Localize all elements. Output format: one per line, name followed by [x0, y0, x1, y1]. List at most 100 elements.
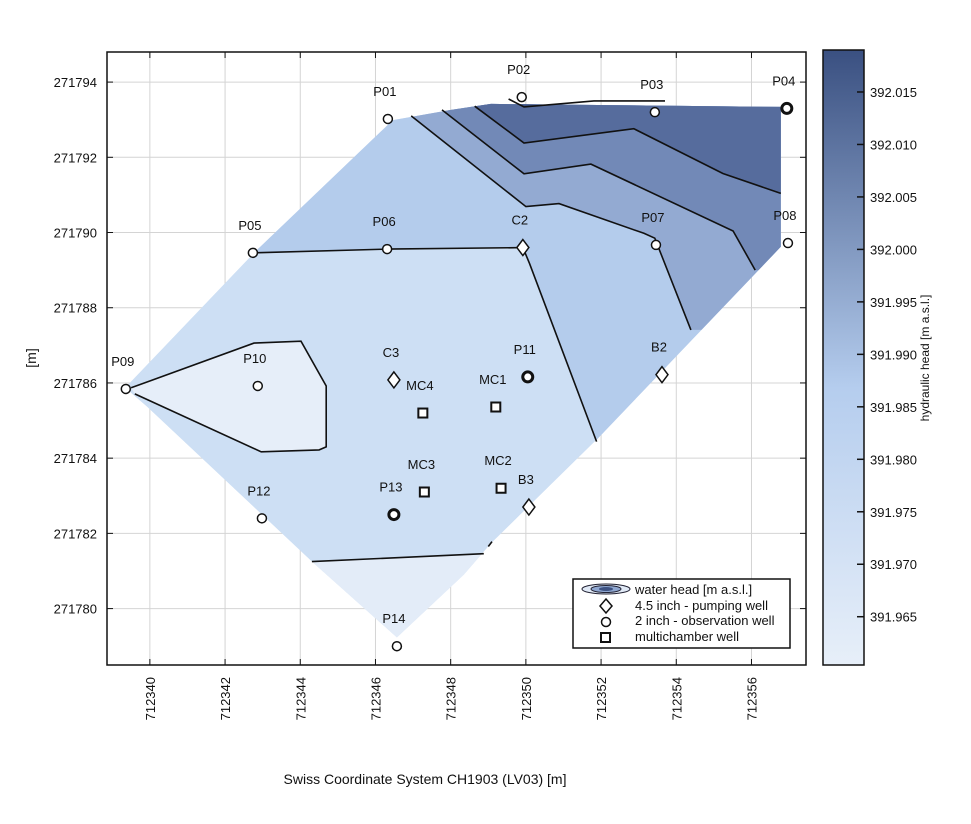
- well-p01: P01: [373, 84, 396, 125]
- colorbar-tick-label: 391.970: [870, 557, 917, 572]
- y-tick-label: 271782: [54, 526, 97, 541]
- well-label: MC4: [406, 378, 433, 393]
- colorbar-tick-label: 391.965: [870, 610, 917, 625]
- well-label: MC3: [408, 457, 435, 472]
- multichamber-well-marker: [418, 486, 430, 498]
- well-label: P06: [373, 214, 396, 229]
- colorbar-tick-label: 391.990: [870, 347, 917, 362]
- well-p14: P14: [382, 611, 405, 652]
- well-p10: P10: [243, 351, 266, 392]
- well-p06: P06: [373, 214, 396, 255]
- colorbar-tick-label: 392.000: [870, 242, 917, 257]
- multichamber-well-marker: [495, 482, 507, 494]
- pumping-well-marker: [655, 365, 669, 384]
- well-c2: C2: [512, 213, 530, 257]
- well-p11: P11: [514, 342, 536, 384]
- observation-well-marker: [649, 106, 661, 118]
- well-label: C3: [383, 345, 400, 360]
- colorbar: 391.965 391.970 391.975 391.980 391.985 391.9…: [822, 49, 932, 666]
- contour-line: [487, 541, 493, 547]
- x-tick-label: 712348: [444, 677, 459, 720]
- contour-line: [130, 340, 328, 453]
- x-tick-label: 712346: [368, 677, 383, 720]
- x-tick-label: 712350: [519, 677, 534, 720]
- wells: P01 P02 P03 P04 P05 P06 C2 P07 P08 P09 P10 C3 P11 B2 M…: [111, 62, 797, 652]
- observation-well-marker: [382, 113, 394, 125]
- legend-label-water-head: water head [m a.s.l.]: [634, 582, 752, 597]
- contour-line: [311, 552, 484, 563]
- observation-well-marker: [247, 247, 259, 259]
- well-label: P12: [247, 483, 270, 498]
- well-p05: P05: [238, 218, 261, 259]
- well-label: P10: [243, 351, 266, 366]
- colorbar-tick-label: 392.015: [870, 85, 917, 100]
- legend: water head [m a.s.l.] 4.5 inch - pumping…: [572, 578, 791, 649]
- colorbar-tick-label: 392.010: [870, 137, 917, 152]
- well-p03: P03: [640, 77, 663, 118]
- observation-well-marker: [516, 91, 527, 103]
- well-c3: C3: [383, 345, 401, 390]
- x-tick-label: 712342: [218, 677, 233, 720]
- well-mc1: MC1: [479, 372, 507, 413]
- y-tick-label: 271790: [54, 226, 97, 241]
- y-tick-label: 271786: [54, 376, 97, 391]
- legend-label-observation-well: 2 inch - observation well: [635, 613, 775, 628]
- observation-well-marker: [256, 513, 268, 524]
- x-axis-label: Swiss Coordinate System CH1903 (LV03) [m…: [284, 771, 567, 787]
- well-label: P02: [507, 62, 530, 77]
- colorbar-tick-label: 391.995: [870, 295, 917, 310]
- contour-line: [410, 115, 692, 331]
- legend-circle-icon: [600, 616, 612, 628]
- plot-frame: [106, 51, 807, 666]
- well-label: P05: [238, 218, 261, 233]
- y-tick-label: 271794: [54, 75, 97, 90]
- well-b2: B2: [651, 340, 669, 384]
- colorbar-tick-label: 391.980: [870, 452, 917, 467]
- x-tick-label: 712344: [293, 677, 308, 720]
- pumping-well-marker: [521, 497, 536, 517]
- legend-square-icon: [600, 632, 611, 643]
- well-p09: P09: [111, 354, 134, 395]
- observation-well-marker: [120, 383, 132, 395]
- pumping-well-marker: [386, 370, 401, 390]
- colorbar-label: hydraulic head [m a.s.l.]: [918, 295, 932, 422]
- well-mc2: MC2: [484, 453, 512, 494]
- observation-well-marker: [521, 370, 535, 384]
- x-tick-label: 712356: [744, 677, 759, 720]
- observation-well-marker: [387, 508, 401, 522]
- well-label: P04: [772, 73, 795, 88]
- well-p02: P02: [507, 62, 530, 103]
- y-tick-label: 271784: [54, 451, 97, 466]
- well-label: P03: [640, 77, 663, 92]
- well-label: P09: [111, 354, 134, 369]
- well-mc3: MC3: [408, 457, 435, 498]
- legend-label-pumping-well: 4.5 inch - pumping well: [635, 598, 768, 613]
- colorbar-tick-label: 391.975: [870, 505, 917, 520]
- colorbar-gradient: [822, 49, 865, 666]
- well-label: B3: [518, 472, 534, 487]
- multichamber-well-marker: [417, 407, 429, 419]
- y-tick-label: 271788: [54, 301, 97, 316]
- multichamber-well-marker: [490, 401, 502, 413]
- observation-well-marker: [780, 101, 794, 115]
- well-p04: P04: [772, 73, 795, 115]
- well-label: P01: [373, 84, 396, 99]
- well-label: P11: [514, 342, 536, 357]
- x-tick-label: 712340: [143, 677, 158, 720]
- well-p07: P07: [641, 210, 665, 251]
- contour-line: [441, 109, 756, 271]
- well-label: C2: [512, 213, 529, 228]
- x-tick-label: 712354: [669, 677, 684, 720]
- well-mc4: MC4: [406, 378, 434, 419]
- legend-diamond-icon: [599, 597, 613, 615]
- colorbar-tick-label: 392.005: [870, 190, 917, 205]
- y-axis-label: [m]: [23, 348, 39, 367]
- observation-well-marker: [252, 380, 264, 392]
- well-label: P08: [773, 208, 796, 223]
- well-label: P13: [379, 480, 402, 495]
- contour-fill-region: [131, 341, 327, 452]
- colorbar-tick-label: 391.985: [870, 400, 917, 415]
- well-p12: P12: [247, 483, 270, 524]
- well-label: B2: [651, 340, 667, 355]
